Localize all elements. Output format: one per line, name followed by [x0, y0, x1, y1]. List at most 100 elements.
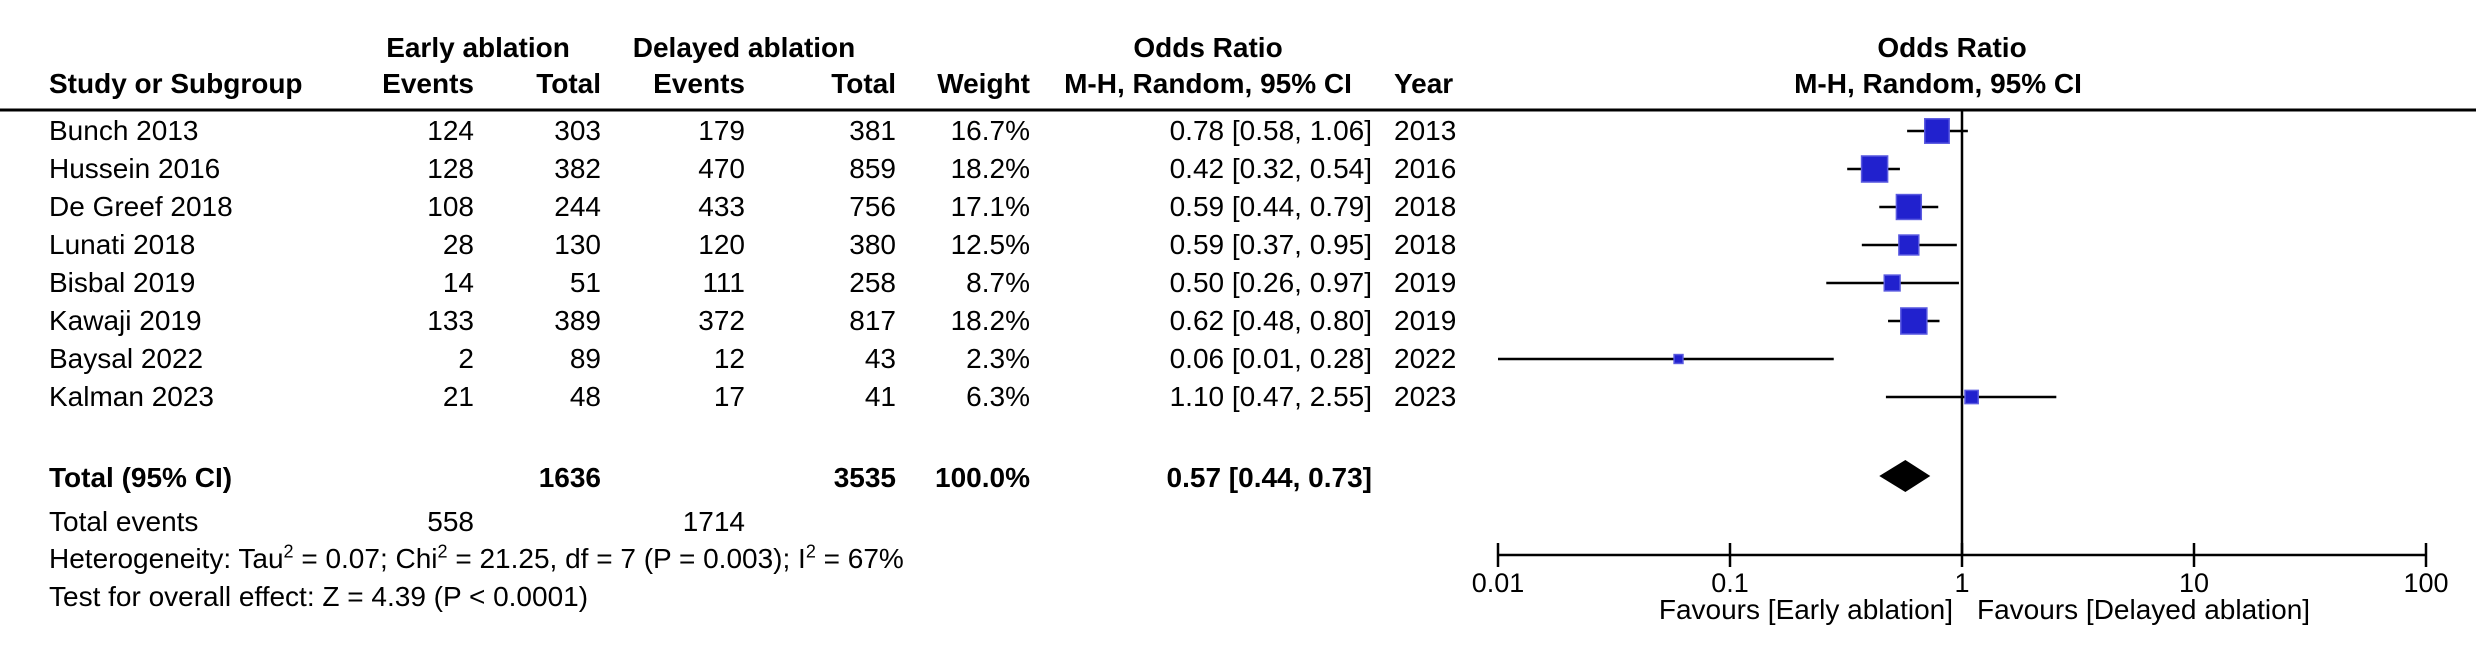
study-weight: 18.2%	[950, 153, 1030, 184]
study-early-events: 128	[427, 153, 474, 184]
col-header-group-early: Early ablation	[386, 32, 570, 63]
axis-tick-label: 1	[1954, 568, 1969, 598]
axis-tick-label: 100	[2403, 568, 2448, 598]
effect-marker	[1923, 118, 1950, 144]
study-or-ci: 0.59 [0.44, 0.79]	[1169, 191, 1372, 222]
study-delayed-events: 120	[698, 229, 745, 260]
study-weight: 16.7%	[950, 115, 1030, 146]
heterogeneity-note: Heterogeneity: Tau2 = 0.07; Chi2 = 21.25…	[49, 540, 904, 578]
col-header-events-delayed: Events	[653, 68, 745, 99]
axis-tick-label: 0.1	[1711, 568, 1749, 598]
study-weight: 6.3%	[966, 381, 1030, 412]
plot-header-odds-ratio: Odds Ratio	[1877, 32, 2027, 63]
col-header-odds-ratio: Odds Ratio	[1133, 32, 1283, 63]
study-weight: 12.5%	[950, 229, 1030, 260]
study-early-events: 14	[442, 267, 474, 298]
study-weight: 18.2%	[950, 305, 1030, 336]
col-header-method: M-H, Random, 95% CI	[1064, 68, 1352, 99]
study-delayed-events: 179	[698, 115, 745, 146]
study-early-total: 51	[569, 267, 601, 298]
col-header-weight: Weight	[937, 68, 1030, 99]
study-delayed-events: 433	[698, 191, 745, 222]
study-delayed-total: 380	[849, 229, 896, 260]
study-weight: 2.3%	[966, 343, 1030, 374]
study-early-total: 89	[569, 343, 601, 374]
study-year: 2018	[1394, 229, 1457, 260]
study-weight: 8.7%	[966, 267, 1030, 298]
study-delayed-events: 372	[698, 305, 745, 336]
study-delayed-total: 43	[864, 343, 896, 374]
study-delayed-events: 12	[713, 343, 745, 374]
effect-marker	[1860, 155, 1889, 183]
study-name: De Greef 2018	[49, 191, 233, 222]
overall-effect-note: Test for overall effect: Z = 4.39 (P < 0…	[49, 581, 589, 612]
het-part: = 21.25, df = 7 (P = 0.003); I	[447, 543, 806, 574]
col-header-group-delayed: Delayed ablation	[632, 32, 856, 63]
study-year: 2016	[1394, 153, 1457, 184]
effect-marker	[1964, 389, 1979, 405]
study-early-events: 2	[458, 343, 474, 374]
effect-marker	[1883, 274, 1901, 292]
effect-marker	[1673, 353, 1684, 365]
study-year: 2023	[1394, 381, 1457, 412]
het-part: Heterogeneity: Tau	[49, 543, 284, 574]
het-part: = 0.07; Chi	[293, 543, 438, 574]
effect-marker	[1900, 307, 1928, 335]
study-or-ci: 0.50 [0.26, 0.97]	[1169, 267, 1372, 298]
col-header-study: Study or Subgroup	[49, 68, 303, 99]
total-row-label: Total (95% CI)	[49, 462, 233, 493]
study-early-total: 303	[554, 115, 601, 146]
total-or-ci: 0.57 [0.44, 0.73]	[1166, 462, 1372, 493]
axis-tick-label: 0.01	[1472, 568, 1525, 598]
study-name: Kalman 2023	[49, 381, 215, 412]
study-delayed-events: 17	[713, 381, 745, 412]
col-header-total-delayed: Total	[831, 68, 896, 99]
study-early-total: 48	[569, 381, 601, 412]
study-early-total: 382	[554, 153, 601, 184]
study-weight: 17.1%	[950, 191, 1030, 222]
het-sup: 2	[437, 541, 448, 562]
study-or-ci: 0.42 [0.32, 0.54]	[1169, 153, 1372, 184]
total-events-early: 558	[427, 506, 474, 537]
total-events-label: Total events	[49, 506, 199, 537]
study-year: 2022	[1394, 343, 1457, 374]
study-delayed-total: 859	[849, 153, 896, 184]
study-year: 2013	[1394, 115, 1457, 146]
study-early-events: 133	[427, 305, 474, 336]
study-delayed-total: 381	[849, 115, 896, 146]
study-year: 2018	[1394, 191, 1457, 222]
study-early-events: 28	[442, 229, 474, 260]
study-or-ci: 0.78 [0.58, 1.06]	[1169, 115, 1372, 146]
study-year: 2019	[1394, 305, 1457, 336]
study-name: Bunch 2013	[49, 115, 199, 146]
study-delayed-total: 258	[849, 267, 896, 298]
study-early-events: 21	[442, 381, 474, 412]
study-delayed-total: 41	[864, 381, 896, 412]
study-or-ci: 0.06 [0.01, 0.28]	[1169, 343, 1372, 374]
summary-diamond	[1879, 460, 1931, 492]
study-name: Lunati 2018	[49, 229, 196, 260]
study-or-ci: 1.10 [0.47, 2.55]	[1169, 381, 1372, 412]
study-delayed-events: 470	[698, 153, 745, 184]
het-sup: 2	[805, 541, 816, 562]
study-name: Kawaji 2019	[49, 305, 202, 336]
study-name: Hussein 2016	[49, 153, 221, 184]
het-sup: 2	[283, 541, 294, 562]
study-delayed-events: 111	[702, 267, 745, 298]
total-events-delayed: 1714	[682, 506, 745, 537]
study-or-ci: 0.59 [0.37, 0.95]	[1169, 229, 1372, 260]
effect-marker	[1898, 234, 1920, 256]
het-part: = 67%	[815, 543, 904, 574]
study-early-events: 124	[427, 115, 474, 146]
total-early-total: 1636	[538, 462, 601, 493]
favours-right-label: Favours [Delayed ablation]	[1977, 594, 2310, 625]
study-or-ci: 0.62 [0.48, 0.80]	[1169, 305, 1372, 336]
axis-tick-label: 10	[2179, 568, 2209, 598]
total-weight: 100.0%	[935, 462, 1030, 493]
study-early-events: 108	[427, 191, 474, 222]
col-header-year: Year	[1394, 68, 1454, 99]
study-name: Bisbal 2019	[49, 267, 196, 298]
study-early-total: 130	[554, 229, 601, 260]
study-early-total: 389	[554, 305, 601, 336]
